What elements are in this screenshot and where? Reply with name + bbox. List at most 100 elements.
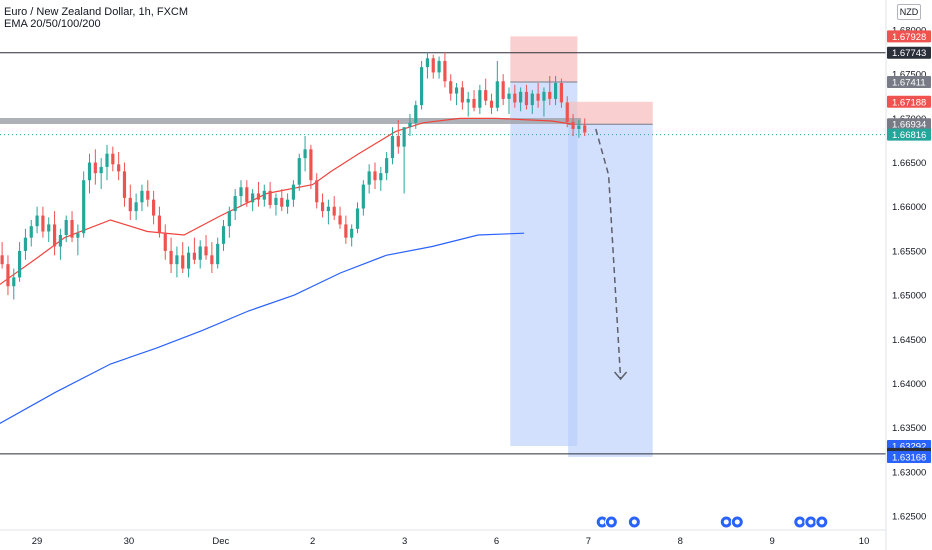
candle-body — [519, 91, 523, 103]
candle-body — [478, 90, 482, 108]
candle-body — [367, 171, 371, 185]
candle — [396, 120, 400, 154]
candle-body — [35, 215, 39, 227]
candle — [565, 96, 569, 128]
candle-body — [251, 193, 255, 203]
price-tick-label: 1.65500 — [892, 246, 926, 257]
candle-body — [41, 215, 45, 232]
event-icon-dot — [631, 519, 637, 525]
candle — [437, 56, 441, 79]
time-tick-label: 7 — [586, 536, 591, 547]
candle-body — [70, 219, 74, 238]
candle-body — [227, 211, 231, 227]
candle — [542, 87, 546, 117]
candle — [117, 151, 121, 181]
candle-body — [320, 202, 325, 212]
candle — [361, 180, 365, 216]
candle-body — [489, 100, 494, 108]
candle-body — [87, 162, 92, 181]
candle — [216, 237, 220, 269]
candle — [58, 228, 62, 260]
candle-body — [274, 197, 278, 205]
time-tick-label: 6 — [494, 536, 499, 547]
event-icon — [627, 515, 641, 529]
candle-body — [559, 83, 564, 103]
candle-body — [373, 171, 377, 181]
candle — [181, 242, 185, 273]
candle — [524, 84, 529, 110]
event-icon — [793, 515, 807, 529]
candle-body — [239, 187, 243, 197]
candle-body — [93, 162, 97, 174]
price-tag-box — [887, 128, 931, 141]
candle — [530, 90, 534, 114]
candle — [82, 171, 86, 238]
time-tick-label: 8 — [678, 536, 683, 547]
candle-body — [431, 58, 435, 73]
candle-body — [0, 255, 4, 265]
candle-body — [524, 91, 529, 106]
candle — [35, 206, 39, 234]
price-tag-box — [887, 30, 931, 43]
candle — [186, 246, 191, 278]
candle — [29, 219, 33, 247]
position-zones — [510, 36, 653, 457]
candle-body — [361, 184, 365, 209]
price-tag-label: 1.67188 — [892, 97, 926, 108]
candle-body — [495, 81, 499, 108]
price-tag-label: 1.67928 — [892, 32, 926, 43]
candle — [385, 151, 389, 181]
candle — [169, 237, 173, 273]
candle-body — [245, 187, 249, 203]
candle — [536, 83, 540, 108]
forecast-arrow-head — [613, 371, 628, 381]
candle — [553, 75, 558, 106]
time-tick-label: 2 — [310, 536, 315, 547]
candle — [577, 120, 581, 138]
event-icon-dot — [608, 519, 614, 525]
time-tick-label: 29 — [32, 536, 43, 547]
candle-body — [449, 81, 453, 94]
price-tick-label: 1.66500 — [892, 158, 926, 169]
candle — [87, 153, 92, 194]
event-icon-dot — [808, 519, 814, 525]
event-markers[interactable] — [595, 515, 829, 529]
price-tag-box — [887, 76, 931, 89]
candle — [472, 90, 476, 112]
candle-body — [216, 243, 220, 265]
candle — [548, 75, 552, 106]
candle — [454, 83, 459, 106]
candle-body — [513, 93, 517, 103]
candle — [111, 146, 115, 172]
candle-body — [76, 233, 80, 238]
price-tag-label: 1.63168 — [892, 452, 926, 463]
candle — [414, 100, 418, 129]
event-icon-dot — [723, 519, 729, 525]
candle-body — [565, 102, 569, 122]
price-tag-box — [887, 118, 931, 131]
candle — [47, 217, 51, 243]
candle-body — [18, 250, 22, 278]
candle-body — [297, 158, 301, 185]
candle — [583, 118, 587, 137]
candle-body — [221, 226, 226, 244]
event-icon — [730, 515, 744, 529]
stop-zone-2 — [568, 101, 653, 125]
candle-body — [64, 219, 68, 236]
candle-body — [140, 190, 144, 203]
event-icon-dot — [734, 519, 740, 525]
event-icon — [719, 515, 733, 529]
candle-body — [385, 158, 389, 174]
candle-body — [198, 246, 202, 260]
candle — [12, 268, 16, 300]
candle-body — [152, 199, 156, 216]
candle — [402, 127, 406, 194]
price-tags: 1.67928 1.67743 1.67411 1.67188 1.669341.668… — [887, 30, 931, 463]
currency-badge[interactable]: NZD — [897, 4, 921, 20]
candle — [559, 78, 564, 108]
candle — [309, 144, 313, 190]
candle — [286, 193, 290, 214]
ema-lines — [0, 117, 575, 425]
price-tag-box — [887, 95, 931, 108]
